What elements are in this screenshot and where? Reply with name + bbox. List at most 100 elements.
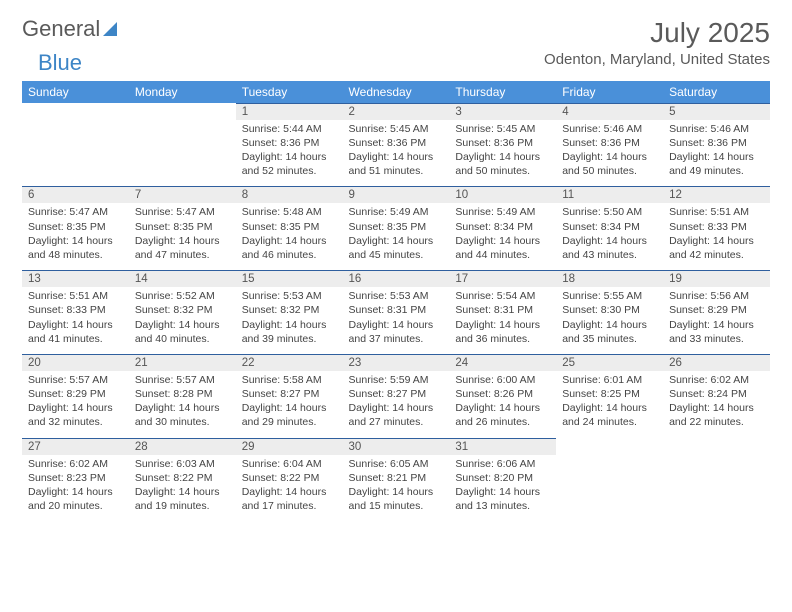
day-number: 30 (343, 438, 450, 455)
day-number: 29 (236, 438, 343, 455)
calendar-cell: 0 (663, 438, 770, 522)
weekday-header: Thursday (449, 81, 556, 103)
calendar-cell: 15Sunrise: 5:53 AMSunset: 8:32 PMDayligh… (236, 270, 343, 354)
day-info: Sunrise: 5:47 AMSunset: 8:35 PMDaylight:… (22, 203, 129, 270)
brand-part1: General (22, 18, 100, 40)
calendar-cell: 14Sunrise: 5:52 AMSunset: 8:32 PMDayligh… (129, 270, 236, 354)
calendar-page: General July 2025 Odenton, Maryland, Uni… (0, 0, 792, 521)
calendar-cell: 29Sunrise: 6:04 AMSunset: 8:22 PMDayligh… (236, 438, 343, 522)
calendar-cell: 28Sunrise: 6:03 AMSunset: 8:22 PMDayligh… (129, 438, 236, 522)
day-number: 4 (556, 103, 663, 120)
day-info: Sunrise: 5:52 AMSunset: 8:32 PMDaylight:… (129, 287, 236, 354)
weekday-header: Monday (129, 81, 236, 103)
calendar-cell: 2Sunrise: 5:45 AMSunset: 8:36 PMDaylight… (343, 103, 450, 187)
calendar-cell: 24Sunrise: 6:00 AMSunset: 8:26 PMDayligh… (449, 354, 556, 438)
day-info: Sunrise: 5:45 AMSunset: 8:36 PMDaylight:… (449, 120, 556, 187)
day-number: 1 (236, 103, 343, 120)
calendar-row: 13Sunrise: 5:51 AMSunset: 8:33 PMDayligh… (22, 270, 770, 354)
day-info: Sunrise: 5:56 AMSunset: 8:29 PMDaylight:… (663, 287, 770, 354)
day-info: Sunrise: 5:55 AMSunset: 8:30 PMDaylight:… (556, 287, 663, 354)
calendar-row: 20Sunrise: 5:57 AMSunset: 8:29 PMDayligh… (22, 354, 770, 438)
day-number: 28 (129, 438, 236, 455)
day-number: 10 (449, 186, 556, 203)
day-number: 20 (22, 354, 129, 371)
calendar-cell: 10Sunrise: 5:49 AMSunset: 8:34 PMDayligh… (449, 186, 556, 270)
calendar-cell: 27Sunrise: 6:02 AMSunset: 8:23 PMDayligh… (22, 438, 129, 522)
day-number: 15 (236, 270, 343, 287)
day-number: 23 (343, 354, 450, 371)
day-info: Sunrise: 6:02 AMSunset: 8:24 PMDaylight:… (663, 371, 770, 438)
day-info: Sunrise: 6:04 AMSunset: 8:22 PMDaylight:… (236, 455, 343, 522)
brand-logo: General (22, 18, 119, 40)
calendar-row: 0 0 1Sunrise: 5:44 AMSunset: 8:36 PMDayl… (22, 103, 770, 187)
calendar-cell: 30Sunrise: 6:05 AMSunset: 8:21 PMDayligh… (343, 438, 450, 522)
calendar-cell: 25Sunrise: 6:01 AMSunset: 8:25 PMDayligh… (556, 354, 663, 438)
location-label: Odenton, Maryland, United States (544, 51, 770, 68)
day-info: Sunrise: 6:05 AMSunset: 8:21 PMDaylight:… (343, 455, 450, 522)
day-number: 3 (449, 103, 556, 120)
calendar-cell: 12Sunrise: 5:51 AMSunset: 8:33 PMDayligh… (663, 186, 770, 270)
day-number: 26 (663, 354, 770, 371)
calendar-body: 0 0 1Sunrise: 5:44 AMSunset: 8:36 PMDayl… (22, 103, 770, 521)
calendar-cell: 6Sunrise: 5:47 AMSunset: 8:35 PMDaylight… (22, 186, 129, 270)
calendar-cell: 4Sunrise: 5:46 AMSunset: 8:36 PMDaylight… (556, 103, 663, 187)
brand-part2: Blue (38, 50, 82, 75)
calendar-row: 6Sunrise: 5:47 AMSunset: 8:35 PMDaylight… (22, 186, 770, 270)
day-number: 9 (343, 186, 450, 203)
calendar-cell: 31Sunrise: 6:06 AMSunset: 8:20 PMDayligh… (449, 438, 556, 522)
day-number: 7 (129, 186, 236, 203)
day-info: Sunrise: 6:01 AMSunset: 8:25 PMDaylight:… (556, 371, 663, 438)
day-info: Sunrise: 5:46 AMSunset: 8:36 PMDaylight:… (556, 120, 663, 187)
day-number: 19 (663, 270, 770, 287)
day-info: Sunrise: 5:51 AMSunset: 8:33 PMDaylight:… (663, 203, 770, 270)
day-number: 6 (22, 186, 129, 203)
month-title: July 2025 (544, 18, 770, 49)
day-number: 25 (556, 354, 663, 371)
day-info: Sunrise: 5:47 AMSunset: 8:35 PMDaylight:… (129, 203, 236, 270)
day-number: 14 (129, 270, 236, 287)
day-number: 13 (22, 270, 129, 287)
triangle-icon (103, 22, 117, 36)
weekday-header: Wednesday (343, 81, 450, 103)
day-info: Sunrise: 5:59 AMSunset: 8:27 PMDaylight:… (343, 371, 450, 438)
calendar-cell: 1Sunrise: 5:44 AMSunset: 8:36 PMDaylight… (236, 103, 343, 187)
calendar-cell: 0 (556, 438, 663, 522)
calendar-head: SundayMondayTuesdayWednesdayThursdayFrid… (22, 81, 770, 103)
day-info: Sunrise: 5:53 AMSunset: 8:31 PMDaylight:… (343, 287, 450, 354)
calendar-cell: 8Sunrise: 5:48 AMSunset: 8:35 PMDaylight… (236, 186, 343, 270)
day-number: 18 (556, 270, 663, 287)
calendar-row: 27Sunrise: 6:02 AMSunset: 8:23 PMDayligh… (22, 438, 770, 522)
day-number: 22 (236, 354, 343, 371)
calendar-cell: 17Sunrise: 5:54 AMSunset: 8:31 PMDayligh… (449, 270, 556, 354)
calendar-cell: 11Sunrise: 5:50 AMSunset: 8:34 PMDayligh… (556, 186, 663, 270)
calendar-cell: 16Sunrise: 5:53 AMSunset: 8:31 PMDayligh… (343, 270, 450, 354)
calendar-cell: 3Sunrise: 5:45 AMSunset: 8:36 PMDaylight… (449, 103, 556, 187)
day-info: Sunrise: 5:45 AMSunset: 8:36 PMDaylight:… (343, 120, 450, 187)
day-number: 16 (343, 270, 450, 287)
weekday-header: Tuesday (236, 81, 343, 103)
day-info: Sunrise: 6:06 AMSunset: 8:20 PMDaylight:… (449, 455, 556, 522)
day-info: Sunrise: 5:58 AMSunset: 8:27 PMDaylight:… (236, 371, 343, 438)
weekday-row: SundayMondayTuesdayWednesdayThursdayFrid… (22, 81, 770, 103)
calendar-cell: 0 (22, 103, 129, 187)
calendar-cell: 18Sunrise: 5:55 AMSunset: 8:30 PMDayligh… (556, 270, 663, 354)
calendar-cell: 9Sunrise: 5:49 AMSunset: 8:35 PMDaylight… (343, 186, 450, 270)
calendar-cell: 20Sunrise: 5:57 AMSunset: 8:29 PMDayligh… (22, 354, 129, 438)
day-info: Sunrise: 5:51 AMSunset: 8:33 PMDaylight:… (22, 287, 129, 354)
calendar-cell: 0 (129, 103, 236, 187)
day-info: Sunrise: 5:57 AMSunset: 8:29 PMDaylight:… (22, 371, 129, 438)
day-info: Sunrise: 5:48 AMSunset: 8:35 PMDaylight:… (236, 203, 343, 270)
day-info: Sunrise: 6:02 AMSunset: 8:23 PMDaylight:… (22, 455, 129, 522)
weekday-header: Friday (556, 81, 663, 103)
day-info: Sunrise: 5:57 AMSunset: 8:28 PMDaylight:… (129, 371, 236, 438)
calendar-cell: 21Sunrise: 5:57 AMSunset: 8:28 PMDayligh… (129, 354, 236, 438)
day-info: Sunrise: 6:00 AMSunset: 8:26 PMDaylight:… (449, 371, 556, 438)
day-number: 17 (449, 270, 556, 287)
day-info: Sunrise: 5:53 AMSunset: 8:32 PMDaylight:… (236, 287, 343, 354)
day-info: Sunrise: 5:54 AMSunset: 8:31 PMDaylight:… (449, 287, 556, 354)
day-number: 27 (22, 438, 129, 455)
calendar-table: SundayMondayTuesdayWednesdayThursdayFrid… (22, 81, 770, 521)
calendar-cell: 5Sunrise: 5:46 AMSunset: 8:36 PMDaylight… (663, 103, 770, 187)
calendar-cell: 7Sunrise: 5:47 AMSunset: 8:35 PMDaylight… (129, 186, 236, 270)
day-number: 31 (449, 438, 556, 455)
